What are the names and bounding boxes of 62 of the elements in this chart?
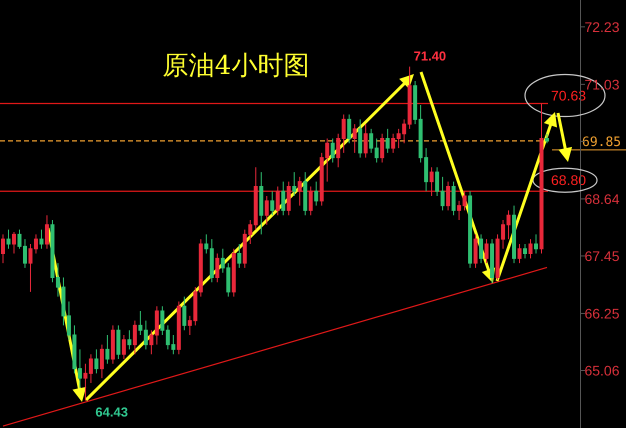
candlestick xyxy=(281,181,286,216)
candlestick xyxy=(364,124,368,158)
ref-line-label: 68.80 xyxy=(551,172,586,188)
candlestick xyxy=(452,181,456,216)
y-tick-label: 68.64 xyxy=(584,190,620,207)
y-tick-label: 66.25 xyxy=(584,305,620,322)
candlestick xyxy=(308,186,313,216)
candlestick xyxy=(523,243,528,259)
candlestick xyxy=(358,118,362,158)
candlestick xyxy=(518,243,522,264)
candlestick xyxy=(528,238,533,259)
candlestick xyxy=(12,231,16,254)
candlestick xyxy=(286,181,291,216)
candlestick xyxy=(232,248,236,298)
candlestick xyxy=(264,196,269,226)
candlestick xyxy=(259,172,264,235)
annotation: 64.43 xyxy=(95,404,128,420)
candlestick xyxy=(1,234,5,264)
candlestick xyxy=(44,214,49,250)
candlestick xyxy=(182,296,186,331)
candlestick xyxy=(540,103,544,254)
candlestick xyxy=(39,229,44,250)
candlestick xyxy=(303,172,308,216)
ref-line-label: 70.63 xyxy=(551,88,586,104)
annotation: 71.40 xyxy=(414,48,446,64)
candlestick xyxy=(132,320,137,355)
candlestick xyxy=(105,334,110,364)
candlestick xyxy=(479,234,484,264)
candlestick xyxy=(380,133,384,163)
candlestick xyxy=(534,234,538,254)
candlestick xyxy=(347,114,352,144)
candlestick xyxy=(484,238,489,264)
y-tick-label: 67.45 xyxy=(584,248,620,264)
candlestick xyxy=(545,133,549,144)
candlestick xyxy=(512,205,516,264)
candlestick xyxy=(468,190,472,268)
candlestick xyxy=(352,124,357,154)
y-tick-label: 65.06 xyxy=(584,362,620,378)
candlestick xyxy=(122,334,126,360)
candlestick xyxy=(237,243,242,268)
candlestick xyxy=(276,186,280,216)
candlestick xyxy=(270,190,274,216)
candlestick xyxy=(386,128,390,154)
y-tick-label: 72.23 xyxy=(584,18,620,35)
candlestick xyxy=(116,324,120,360)
candlestick xyxy=(314,181,318,206)
candlestick xyxy=(215,253,220,283)
candlestick xyxy=(127,330,132,350)
candlestick xyxy=(490,238,494,284)
candlestick xyxy=(110,324,115,364)
candlestick xyxy=(330,138,335,163)
candlestick xyxy=(446,181,450,211)
text: 原油4小时图 xyxy=(162,51,310,81)
candlestick xyxy=(100,344,104,379)
candlestick xyxy=(176,300,181,355)
candlestick xyxy=(474,234,478,268)
candlestick xyxy=(292,172,296,197)
candlestick xyxy=(430,166,434,197)
candlestick xyxy=(94,348,98,374)
ref-line-label: 69.85 xyxy=(582,134,622,150)
candlestick xyxy=(298,176,302,206)
candlestick xyxy=(6,229,10,250)
